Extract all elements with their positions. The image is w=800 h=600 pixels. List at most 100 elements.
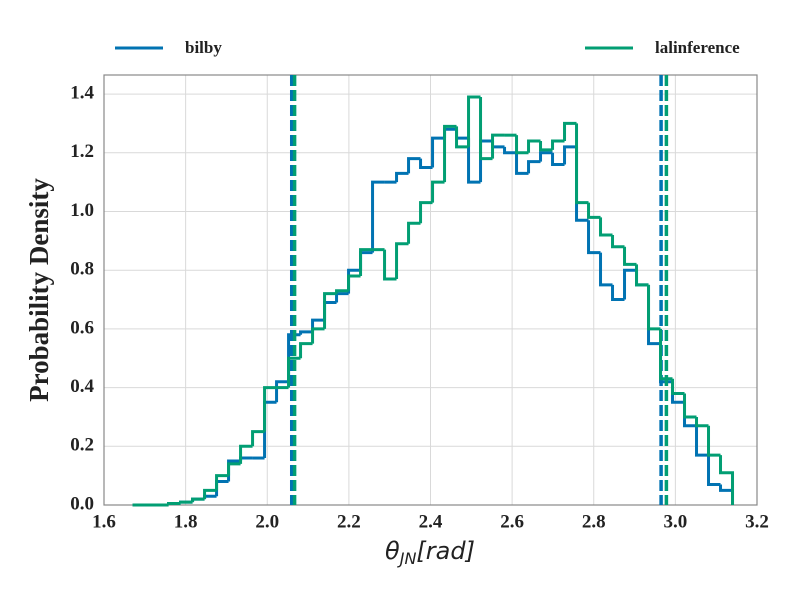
histogram-step bbox=[347, 274, 361, 291]
histogram-step bbox=[371, 180, 385, 253]
histogram-step bbox=[203, 488, 217, 500]
histogram-step bbox=[347, 268, 361, 294]
histogram-step bbox=[407, 157, 421, 174]
histogram-step bbox=[719, 455, 735, 505]
x-label-sub: JN bbox=[397, 549, 417, 568]
histogram-step bbox=[551, 152, 565, 167]
histogram-step bbox=[383, 249, 397, 281]
y-tick-label: 0.4 bbox=[70, 376, 94, 397]
histogram-step bbox=[203, 494, 217, 500]
histogram-step bbox=[707, 455, 721, 486]
histogram-step bbox=[359, 251, 373, 271]
histogram-step bbox=[515, 152, 529, 175]
histogram-step bbox=[323, 300, 337, 321]
histogram-step bbox=[167, 502, 181, 506]
histogram-step bbox=[335, 289, 349, 294]
histogram-step bbox=[227, 462, 241, 476]
histogram-step bbox=[467, 138, 481, 184]
x-tick-label: 3.0 bbox=[664, 511, 688, 532]
histogram-step bbox=[215, 480, 229, 497]
y-axis-label: Probability Density bbox=[24, 178, 54, 402]
y-tick-label: 0.6 bbox=[70, 317, 94, 338]
plot-frame bbox=[103, 74, 758, 506]
histogram-step bbox=[359, 248, 373, 277]
histogram-step bbox=[431, 136, 445, 168]
histogram-step bbox=[179, 500, 193, 504]
y-tick-label: 1.0 bbox=[70, 200, 94, 221]
histogram-step bbox=[299, 330, 313, 335]
histogram-step bbox=[503, 146, 517, 155]
histogram-step bbox=[635, 264, 649, 287]
y-tick-label: 0.0 bbox=[70, 493, 94, 514]
histogram-step bbox=[455, 129, 469, 140]
x-tick-label: 3.2 bbox=[745, 511, 769, 532]
histogram-step bbox=[623, 268, 637, 300]
x-tick-label: 2.6 bbox=[500, 511, 524, 532]
histogram-step bbox=[563, 121, 577, 142]
x-tick-label: 1.8 bbox=[174, 511, 198, 532]
histogram-step bbox=[431, 180, 445, 203]
histogram-step bbox=[587, 220, 601, 255]
histogram-step bbox=[479, 139, 493, 183]
x-axis-label: θJN[rad] bbox=[385, 537, 475, 568]
histogram-step bbox=[671, 378, 685, 395]
histogram-step bbox=[335, 292, 349, 303]
histogram-step bbox=[611, 284, 625, 302]
histogram-step bbox=[455, 126, 469, 149]
histogram-step bbox=[527, 139, 541, 153]
histogram-step bbox=[263, 400, 277, 459]
histogram-step bbox=[707, 425, 721, 457]
histogram-step bbox=[239, 444, 253, 464]
histogram-step bbox=[599, 217, 613, 237]
histogram-step bbox=[419, 158, 433, 169]
histogram-step bbox=[443, 124, 457, 183]
histogram-step bbox=[215, 474, 229, 491]
x-tick-label: 1.6 bbox=[92, 511, 116, 532]
histogram-step bbox=[287, 356, 301, 388]
histogram-step bbox=[647, 284, 661, 346]
y-tick-label: 0.2 bbox=[70, 435, 94, 456]
histogram-step bbox=[575, 123, 589, 205]
x-tick-label: 2.4 bbox=[419, 511, 443, 532]
histogram-step bbox=[443, 127, 457, 139]
histogram-step bbox=[479, 97, 493, 161]
histogram-step bbox=[419, 201, 433, 224]
x-label-rest: [rad] bbox=[416, 537, 475, 565]
histogram-step bbox=[275, 380, 289, 403]
y-tick-label: 0.8 bbox=[70, 259, 94, 280]
histogram-step bbox=[527, 160, 541, 174]
histogram-step bbox=[539, 141, 553, 152]
x-tick-label: 2.2 bbox=[337, 511, 361, 532]
histogram-step bbox=[575, 146, 589, 222]
x-label-main: θ bbox=[385, 537, 400, 565]
histogram-step bbox=[599, 252, 613, 287]
histogram-step bbox=[263, 386, 277, 432]
histogram-step bbox=[719, 484, 735, 505]
histogram-step bbox=[395, 171, 409, 183]
histogram-step bbox=[299, 342, 313, 359]
histogram-step bbox=[551, 139, 565, 150]
histogram-step bbox=[539, 151, 553, 162]
histogram-step bbox=[683, 393, 697, 419]
histogram-step bbox=[491, 141, 505, 149]
histogram-step bbox=[467, 95, 481, 147]
histogram-step bbox=[491, 133, 505, 159]
histogram-step bbox=[323, 292, 337, 329]
y-tick-label: 1.2 bbox=[70, 141, 94, 162]
histogram-step bbox=[563, 145, 577, 165]
histogram-step bbox=[395, 242, 409, 279]
histogram-step bbox=[311, 327, 325, 344]
histogram-step bbox=[683, 402, 697, 428]
x-tick-label: 2.0 bbox=[255, 511, 279, 532]
legend-label: lalinference bbox=[655, 38, 740, 57]
histogram-step bbox=[695, 416, 709, 428]
histogram-step bbox=[635, 270, 649, 287]
histogram-step bbox=[611, 234, 625, 249]
histogram-step bbox=[647, 284, 661, 331]
histogram-step bbox=[191, 497, 205, 503]
histogram-step bbox=[515, 135, 529, 155]
histogram-step bbox=[695, 425, 709, 457]
histogram-step bbox=[623, 246, 637, 266]
y-tick-label: 1.4 bbox=[70, 82, 94, 103]
